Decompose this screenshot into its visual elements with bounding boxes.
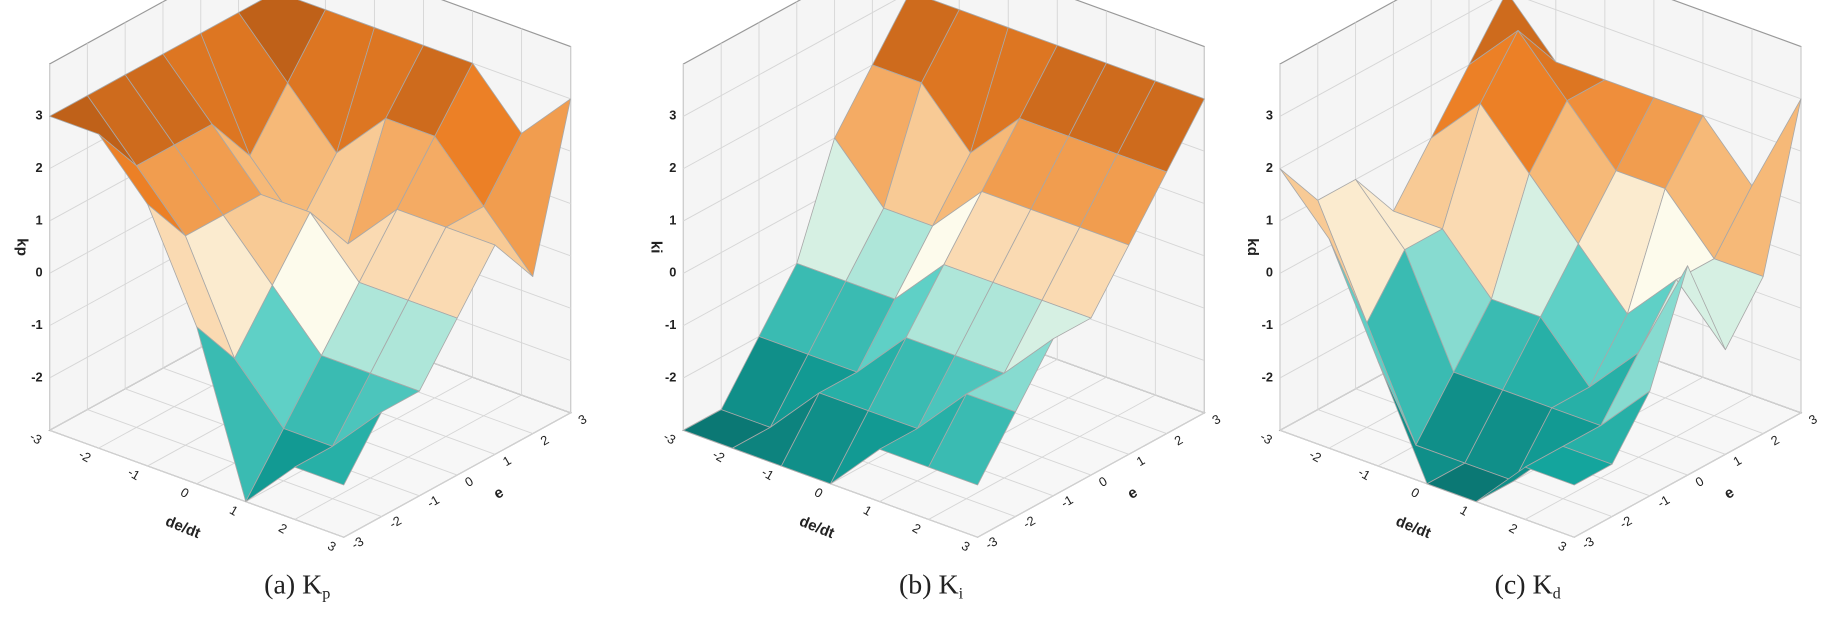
y-tick-label: -1 xyxy=(1058,492,1075,511)
x-tick-label: -2 xyxy=(76,447,93,466)
grid-line xyxy=(683,0,897,117)
y-tick-label: -2 xyxy=(1020,513,1037,532)
y-axis-title: e xyxy=(1721,484,1737,503)
y-tick-label: 3 xyxy=(1209,411,1223,428)
y-axis-title: e xyxy=(1125,484,1141,503)
x-axis-title: de/dt xyxy=(1393,513,1433,542)
y-tick-label: 0 xyxy=(1693,473,1707,490)
x-tick-label: 1 xyxy=(1458,502,1472,519)
caption: (a) Kp xyxy=(264,570,330,602)
y-tick-label: -1 xyxy=(424,492,441,511)
x-tick-label: 3 xyxy=(1556,538,1570,555)
z-tick-label: -1 xyxy=(1262,317,1273,332)
z-tick-label: -1 xyxy=(31,317,42,332)
panel: -3 -2 -1 0 1 2 3 -3 -2 -1 0 1 2 3 -2 -1 0 1 2 3 kd de/dt e (c) … xyxy=(1244,0,1820,602)
caption-subscript: d xyxy=(1553,583,1561,602)
z-axis-title: kp xyxy=(14,238,31,256)
z-tick-label: 3 xyxy=(1266,108,1273,123)
caption: (c) Kd xyxy=(1495,570,1561,602)
caption-subscript: p xyxy=(322,583,330,602)
z-tick-label: 1 xyxy=(35,212,42,227)
x-tick-label: -2 xyxy=(710,447,727,466)
grid-line xyxy=(1527,0,1802,100)
y-tick-label: -3 xyxy=(1579,533,1596,552)
panel: -3 -2 -1 0 1 2 3 -3 -2 -1 0 1 2 3 -2 -1 0 1 2 3 kp de/dt e (a) … xyxy=(14,0,590,602)
y-tick-label: -1 xyxy=(1655,492,1672,511)
y-axis-title: e xyxy=(491,484,507,503)
z-tick-label: 0 xyxy=(669,265,676,280)
y-tick-label: 0 xyxy=(1096,473,1110,490)
surface-face xyxy=(928,393,1016,486)
caption-text: (c) K xyxy=(1495,570,1553,601)
x-tick-label: -3 xyxy=(661,429,678,448)
y-tick-label: 1 xyxy=(1730,453,1744,470)
grid-line xyxy=(1279,0,1493,117)
x-tick-label: 1 xyxy=(861,502,875,519)
y-tick-label: -3 xyxy=(349,533,366,552)
y-tick-label: 3 xyxy=(576,411,590,428)
z-tick-label: -2 xyxy=(31,369,42,384)
x-axis-title: de/dt xyxy=(797,513,837,542)
x-tick-label: -1 xyxy=(1356,464,1373,483)
x-tick-label: -3 xyxy=(27,429,44,448)
y-tick-label: 1 xyxy=(500,453,514,470)
caption-text: (a) K xyxy=(264,570,322,601)
y-tick-label: 1 xyxy=(1134,453,1148,470)
x-tick-label: -1 xyxy=(125,464,142,483)
z-tick-label: -2 xyxy=(1262,369,1273,384)
caption: (b) Ki xyxy=(899,570,964,602)
y-tick-label: -2 xyxy=(1617,513,1634,532)
x-tick-label: 2 xyxy=(1507,520,1521,537)
z-tick-label: 2 xyxy=(1266,160,1273,175)
x-tick-label: 0 xyxy=(178,484,192,501)
y-tick-label: -2 xyxy=(387,513,404,532)
surface-face xyxy=(294,411,383,486)
x-tick-label: 2 xyxy=(276,520,290,537)
z-tick-label: 3 xyxy=(669,108,676,123)
z-tick-label: -2 xyxy=(665,369,676,384)
x-tick-label: 3 xyxy=(325,538,339,555)
x-tick-label: 0 xyxy=(1408,484,1422,501)
x-tick-label: -2 xyxy=(1307,447,1324,466)
z-tick-label: 2 xyxy=(35,160,42,175)
y-tick-label: -3 xyxy=(983,533,1000,552)
x-tick-label: -3 xyxy=(1258,429,1275,448)
x-tick-label: 3 xyxy=(959,538,973,555)
y-tick-label: 3 xyxy=(1806,411,1820,428)
z-tick-label: -1 xyxy=(665,317,676,332)
z-tick-label: 3 xyxy=(35,108,42,123)
z-tick-label: 2 xyxy=(669,160,676,175)
y-tick-label: 0 xyxy=(462,473,476,490)
y-tick-label: 2 xyxy=(538,432,552,449)
z-tick-label: 0 xyxy=(35,265,42,280)
caption-subscript: i xyxy=(959,583,964,602)
x-tick-label: 0 xyxy=(812,484,826,501)
z-axis-title: kd xyxy=(1244,238,1261,256)
z-tick-label: 0 xyxy=(1266,265,1273,280)
grid-line xyxy=(49,429,344,538)
x-tick-label: 1 xyxy=(227,502,241,519)
z-tick-label: 1 xyxy=(669,212,676,227)
y-tick-label: 2 xyxy=(1172,432,1186,449)
y-tick-label: 2 xyxy=(1768,432,1782,449)
surface-face xyxy=(1524,445,1613,486)
x-tick-label: 2 xyxy=(910,520,924,537)
x-tick-label: -1 xyxy=(759,464,776,483)
x-axis-title: de/dt xyxy=(163,513,203,542)
z-axis-title: ki xyxy=(648,241,665,254)
caption-text: (b) K xyxy=(899,570,959,601)
grid-line xyxy=(87,409,382,517)
panel: -3 -2 -1 0 1 2 3 -3 -2 -1 0 1 2 3 -2 -1 0 1 2 3 ki de/dt e (b) … xyxy=(648,0,1223,602)
z-tick-label: 1 xyxy=(1266,212,1273,227)
